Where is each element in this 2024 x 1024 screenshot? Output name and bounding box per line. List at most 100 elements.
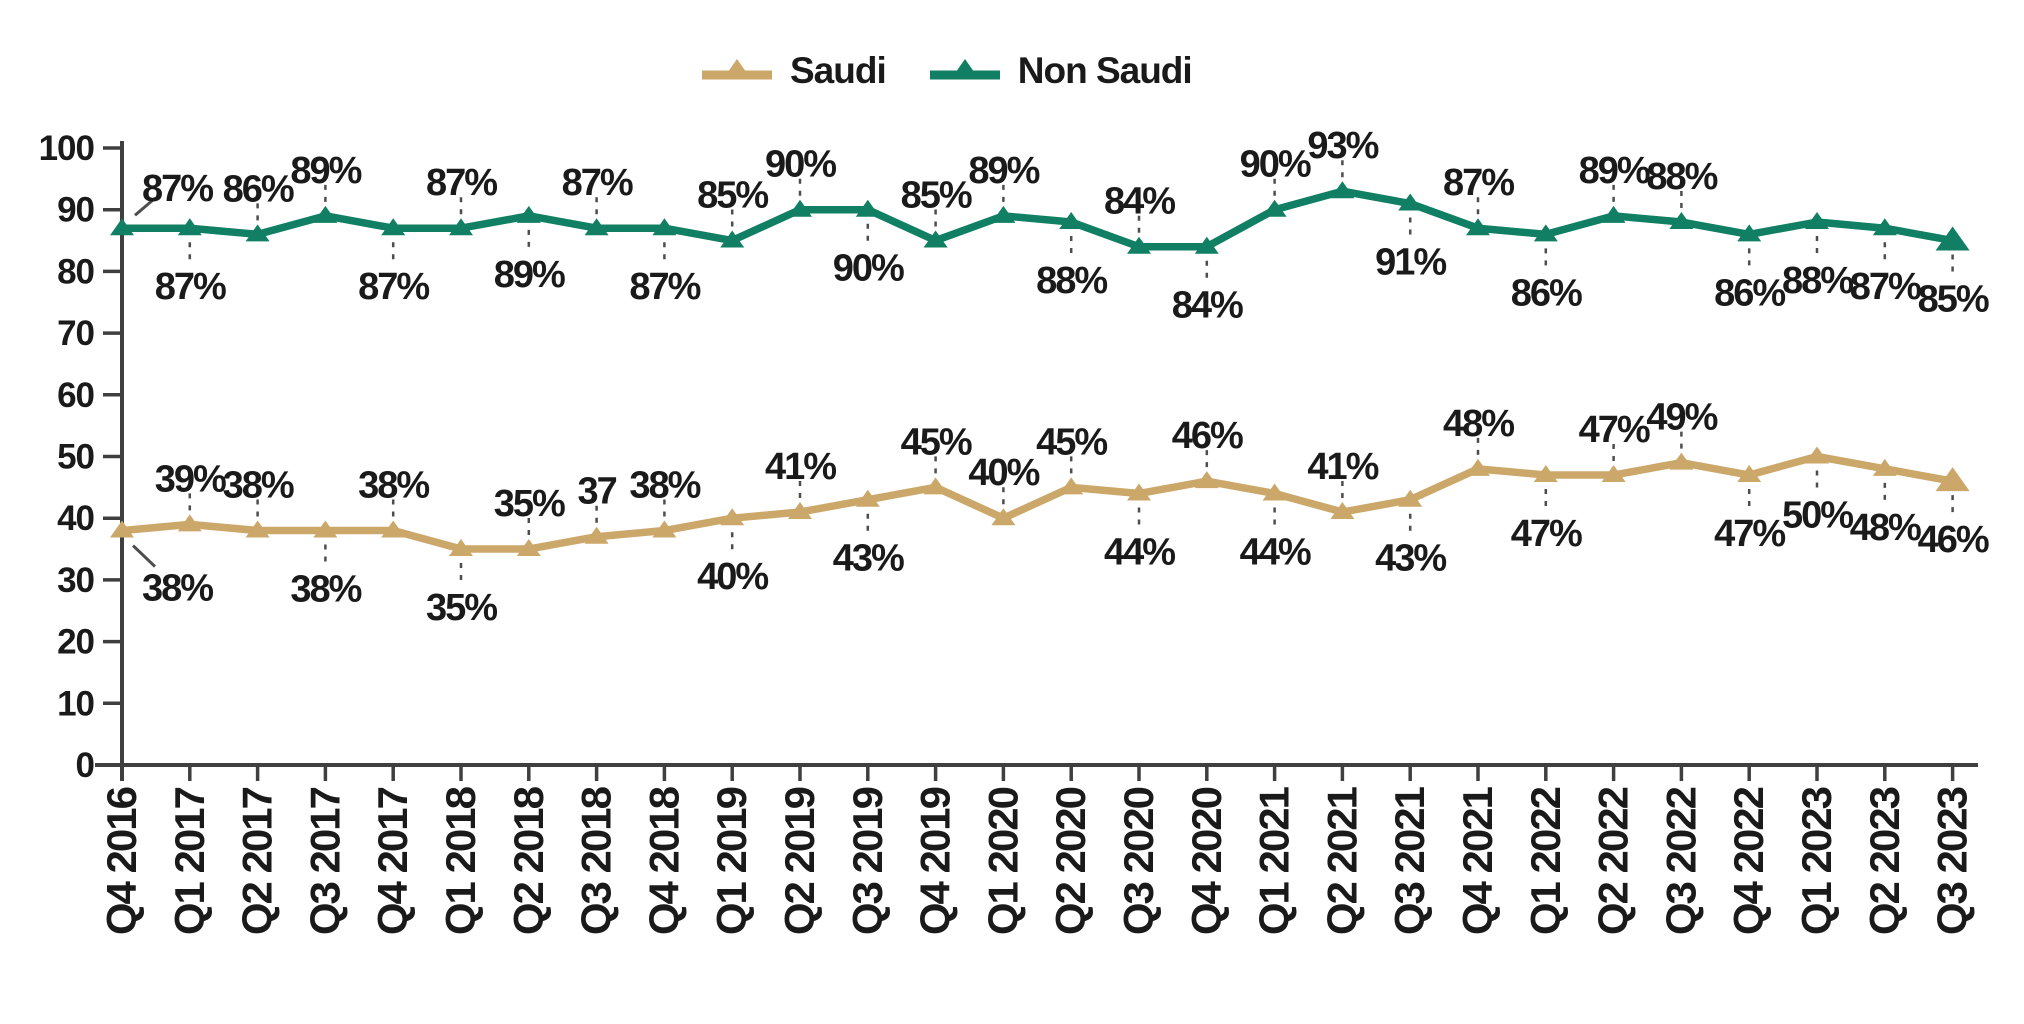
non-saudi-data-label: 84% <box>1104 181 1175 223</box>
saudi-marker <box>1872 458 1897 476</box>
saudi-data-label: 37 <box>577 471 616 513</box>
non-saudi-data-label: 87% <box>155 266 226 308</box>
saudi-line <box>121 452 1954 553</box>
non-saudi-marker <box>584 218 609 236</box>
non-saudi-marker <box>1194 236 1219 254</box>
x-axis-tick-label: Q3 2020 <box>1115 787 1162 935</box>
saudi-data-label: 45% <box>1036 421 1107 463</box>
non-saudi-marker <box>991 205 1016 223</box>
saudi-data-label: 48% <box>1443 403 1514 445</box>
y-axis-tick-label: 10 <box>57 684 94 723</box>
y-axis-tick-label: 0 <box>76 746 95 785</box>
x-axis-tick-label: Q2 2023 <box>1861 787 1908 935</box>
y-axis-tick-label: 20 <box>57 623 94 662</box>
non-saudi-marker <box>1872 218 1897 236</box>
saudi-marker <box>991 508 1016 526</box>
non-saudi-data-label: 88% <box>1782 260 1853 302</box>
saudi-marker <box>381 520 406 538</box>
non-saudi-data-label: 90% <box>1240 144 1311 186</box>
non-saudi-marker <box>245 224 270 242</box>
x-axis-tick-label: Q2 2019 <box>776 787 823 935</box>
non-saudi-data-label: 85% <box>1918 279 1989 321</box>
non-saudi-marker <box>1935 226 1970 251</box>
x-axis-tick-label: Q3 2019 <box>844 787 891 935</box>
saudi-marker <box>1533 465 1558 483</box>
saudi-data-label: 46% <box>1918 519 1989 561</box>
saudi-marker <box>652 520 677 538</box>
x-axis-tick-label: Q1 2020 <box>979 787 1026 935</box>
saudi-data-label: 43% <box>1375 538 1446 580</box>
non-saudi-marker <box>1669 212 1694 230</box>
y-axis-tick-label: 30 <box>57 561 94 600</box>
non-saudi-data-label: 88% <box>1036 260 1107 302</box>
non-saudi-data-label: 86% <box>223 168 294 210</box>
non-saudi-marker <box>1737 224 1762 242</box>
x-axis-tick-label: Q4 2016 <box>98 787 145 935</box>
non-saudi-data-label: 86% <box>1714 272 1785 314</box>
x-axis-tick-label: Q3 2023 <box>1929 787 1976 935</box>
saudi-marker <box>1330 502 1355 520</box>
saudi-marker <box>1935 467 1970 492</box>
saudi-marker <box>313 520 338 538</box>
saudi-marker <box>855 489 880 507</box>
saudi-marker <box>110 520 134 538</box>
non-saudi-data-label: 89% <box>968 150 1039 192</box>
y-axis-tick-label: 100 <box>39 129 95 168</box>
saudi-data-label: 43% <box>833 538 904 580</box>
saudi-data-label: 44% <box>1104 532 1175 574</box>
saudi-data-label: 44% <box>1240 532 1311 574</box>
saudi-marker <box>245 520 270 538</box>
saudi-marker <box>1398 489 1423 507</box>
non-saudi-data-label: 87% <box>1443 162 1514 204</box>
saudi-data-label: 40% <box>697 556 768 598</box>
x-axis-tick-label: Q4 2019 <box>912 787 959 935</box>
non-saudi-marker <box>923 230 948 248</box>
x-axis-tick-label: Q1 2021 <box>1251 786 1298 935</box>
non-saudi-data-label: 87% <box>358 266 429 308</box>
x-axis-tick-label: Q2 2018 <box>505 786 552 935</box>
non-saudi-marker <box>1330 181 1355 199</box>
non-saudi-marker <box>1127 236 1151 254</box>
saudi-data-label: 38% <box>290 569 361 611</box>
saudi-data-label: 45% <box>901 421 972 463</box>
non-saudi-marker <box>788 199 812 217</box>
saudi-data-label: 40% <box>968 452 1039 494</box>
non-saudi-data-label: 93% <box>1307 125 1378 167</box>
non-saudi-marker <box>855 199 880 217</box>
x-axis-tick-label: Q4 2018 <box>640 786 687 935</box>
non-saudi-data-label: 87% <box>142 168 213 210</box>
non-saudi-data-label: 87% <box>562 162 633 204</box>
y-axis-tick-label: 60 <box>57 376 94 415</box>
non-saudi-marker <box>1533 224 1558 242</box>
x-axis-tick-label: Q1 2019 <box>708 787 755 935</box>
saudi-marker <box>1601 465 1626 483</box>
saudi-marker <box>1059 477 1084 495</box>
saudi-data-label: 38% <box>223 465 294 507</box>
non-saudi-data-label: 86% <box>1511 272 1582 314</box>
non-saudi-marker <box>1059 212 1084 230</box>
non-saudi-marker <box>381 218 406 236</box>
saudi-data-label: 35% <box>494 483 565 525</box>
saudi-marker <box>720 508 745 526</box>
non-saudi-data-label: 89% <box>290 150 361 192</box>
non-saudi-marker <box>652 218 677 236</box>
x-axis-tick-label: Q4 2021 <box>1454 786 1501 935</box>
legend-label-saudi: Saudi <box>790 50 887 91</box>
non-saudi-data-label: 90% <box>765 144 836 186</box>
saudi-marker <box>1466 458 1490 476</box>
saudi-marker <box>1805 446 1829 464</box>
saudi-marker <box>1127 483 1151 501</box>
non-saudi-marker <box>1601 205 1626 223</box>
chart-legend: Saudi Non Saudi <box>700 50 1193 92</box>
x-axis-tick-label: Q1 2017 <box>166 787 213 935</box>
x-axis-tick-label: Q2 2020 <box>1047 787 1094 935</box>
non-saudi-legend-marker-icon <box>929 59 1000 80</box>
x-axis-tick-label: Q3 2017 <box>301 787 348 935</box>
saudi-data-label: 38% <box>629 465 700 507</box>
saudi-data-label: 47% <box>1511 513 1582 555</box>
non-saudi-marker <box>1805 212 1829 230</box>
non-saudi-data-label: 87% <box>629 266 700 308</box>
non-saudi-marker <box>516 205 541 223</box>
saudi-marker <box>1262 483 1287 501</box>
